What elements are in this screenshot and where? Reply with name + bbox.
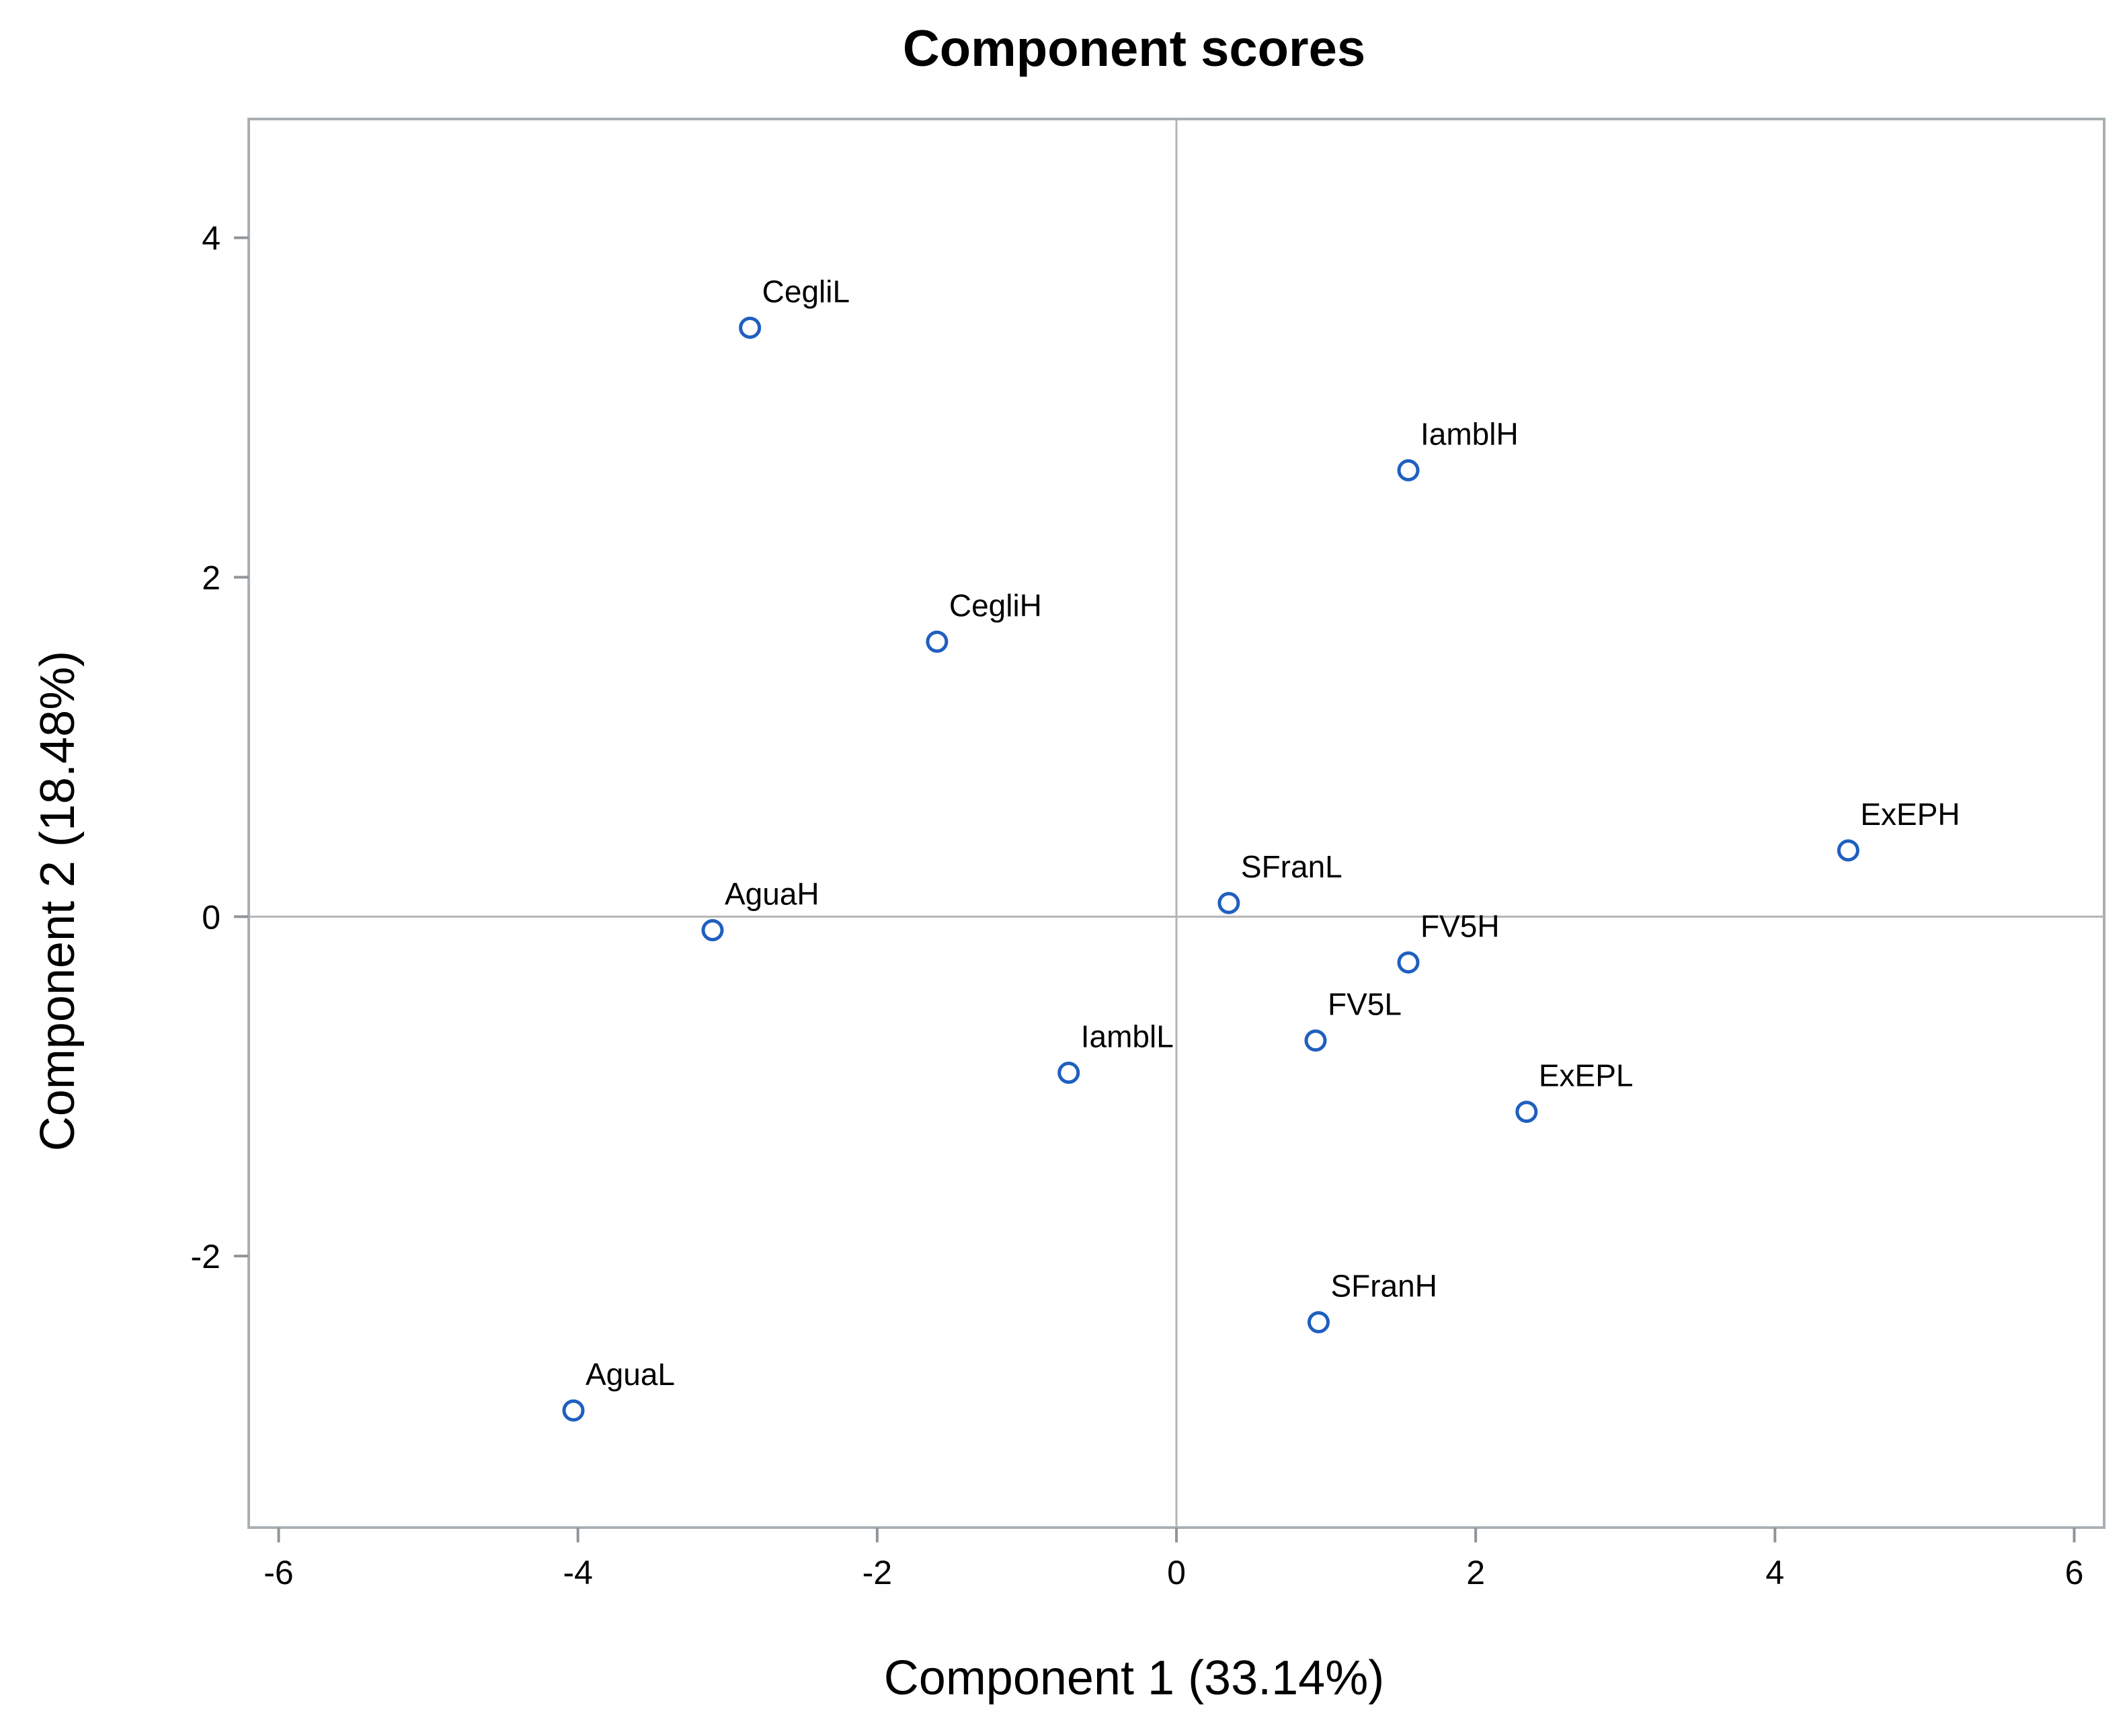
data-point-label: AguaH [725,877,819,912]
data-point-label: AguaL [586,1357,675,1392]
reference-lines [249,119,2104,1528]
y-tick-label: -2 [191,1238,220,1275]
data-point-label: FV5L [1328,987,1402,1022]
data-point [926,630,949,653]
data-point-label: CegliL [762,274,850,309]
data-point-label: ExEPL [1539,1058,1634,1093]
x-tick-label: 6 [2065,1554,2084,1591]
x-tick-label: -6 [264,1554,293,1591]
y-tick-label: 2 [202,559,220,597]
data-point [1217,892,1240,914]
data-point [1307,1311,1330,1334]
data-point [1397,459,1420,481]
y-tick-label: 4 [202,220,220,258]
data-point-label: FV5H [1420,908,1500,943]
data-point [1057,1062,1080,1084]
data-points: CegliL IamblH CegliH ExEPH SFranL AguaH FV5H FV… [562,274,1960,1422]
x-tick-label: -4 [563,1554,592,1591]
data-point [701,919,724,942]
data-point [562,1399,585,1422]
x-axis: -6 -4 -2 0 2 4 6 [264,1528,2083,1591]
y-axis: -2 0 2 4 [191,220,249,1275]
x-tick-label: 0 [1167,1554,1186,1591]
data-point-label: IamblL [1081,1019,1174,1054]
data-point-label: SFranH [1330,1269,1437,1304]
y-tick-label: 0 [202,898,220,936]
data-point-label: CegliH [949,588,1042,623]
chart-title: Component scores [903,20,1365,77]
data-point [1397,951,1420,974]
data-point-label: ExEPH [1860,797,1960,832]
x-tick-label: 2 [1466,1554,1485,1591]
x-axis-title: Component 1 (33.14%) [884,1651,1384,1705]
y-axis-title: Component 2 (18.48%) [31,651,85,1151]
data-point [1304,1029,1327,1052]
data-point [1837,839,1859,862]
data-point [739,316,762,339]
data-point-label: SFranL [1241,849,1342,884]
x-tick-label: 4 [1765,1554,1784,1591]
data-point-label: IamblH [1420,416,1519,451]
data-point [1515,1101,1538,1123]
x-tick-label: -2 [862,1554,892,1591]
